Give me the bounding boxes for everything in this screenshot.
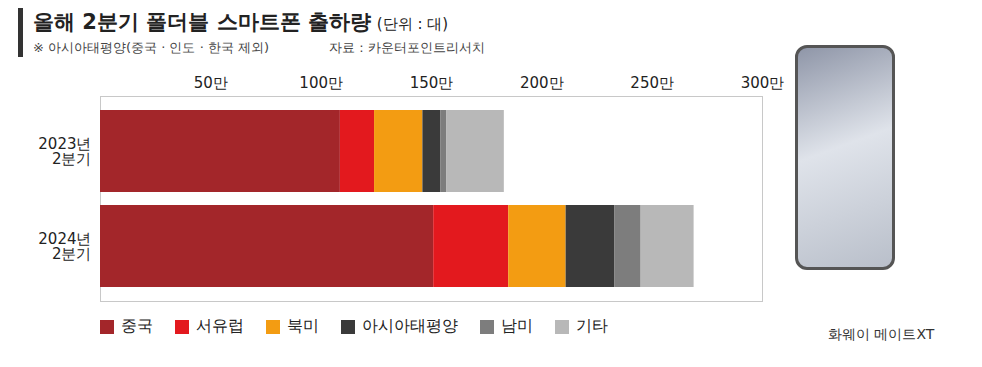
html-text:화웨이 메이트XT: 화웨이 메이트XT — [828, 326, 935, 342]
svg-text:200만: 200만 — [520, 74, 564, 92]
svg-text:100만: 100만 — [299, 74, 343, 92]
html-text:자료 : 카운터포인트리서치: 자료 : 카운터포인트리서치 — [329, 40, 485, 55]
html-text:서유럽: 서유럽 — [196, 316, 244, 335]
html-text:중국: 중국 — [121, 316, 153, 335]
svg-text:2024년2분기: 2024년2분기 — [38, 230, 91, 263]
svg-text:250만: 250만 — [630, 74, 674, 92]
html-text:기타: 기타 — [576, 316, 608, 335]
svg-text:50만: 50만 — [194, 74, 228, 92]
html-text:※ 아시아태평양(중국 · 인도 · 한국 제외): ※ 아시아태평양(중국 · 인도 · 한국 제외) — [33, 40, 270, 55]
html-text:북미: 북미 — [287, 316, 319, 335]
html-text:남미: 남미 — [501, 316, 533, 335]
svg-text:300만: 300만 — [741, 74, 785, 92]
html-text:아시아태평양: 아시아태평양 — [362, 316, 458, 335]
html-text:올해 2분기 폴더블 스마트폰 출하량 (단위 : 대): 올해 2분기 폴더블 스마트폰 출하량 (단위 : 대) — [33, 10, 449, 34]
svg-text:2023년2분기: 2023년2분기 — [38, 135, 91, 168]
svg-text:150만: 150만 — [410, 74, 454, 92]
